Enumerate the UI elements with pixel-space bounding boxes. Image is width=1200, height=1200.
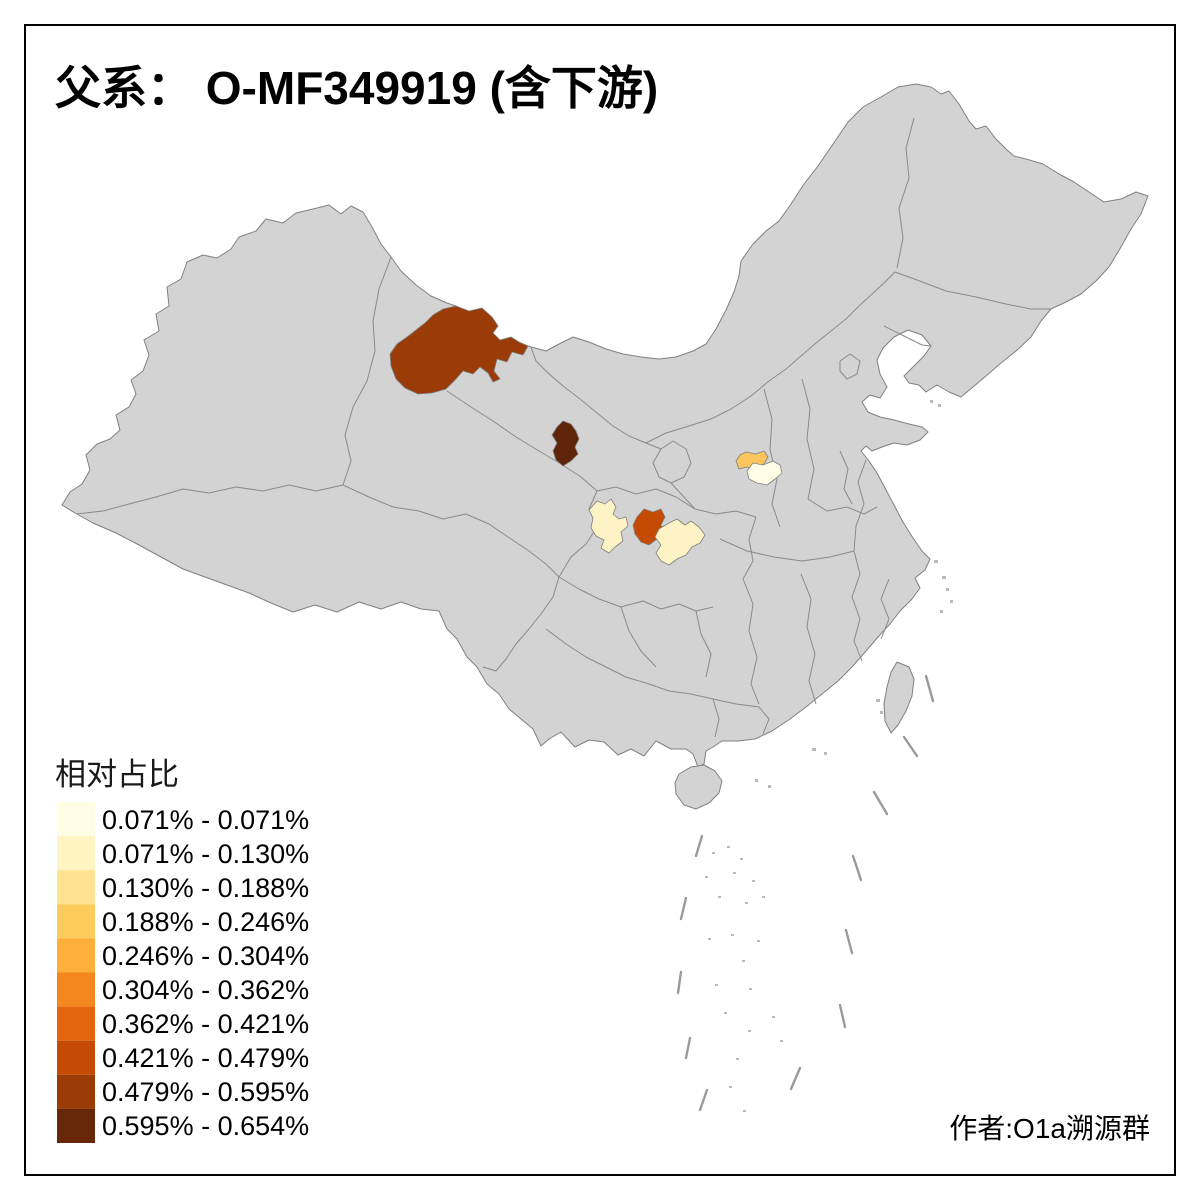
legend-row: 0.595% - 0.654% xyxy=(57,1108,309,1143)
legend: 相对占比 0.071% - 0.071% 0.071% - 0.130% 0.1… xyxy=(55,757,309,1143)
legend-label: 0.362% - 0.421% xyxy=(102,1009,309,1039)
legend-label: 0.479% - 0.595% xyxy=(102,1077,309,1107)
legend-label: 0.188% - 0.246% xyxy=(102,907,309,937)
choropleth-region-basin-pale-west xyxy=(588,498,629,554)
legend-title: 相对占比 xyxy=(55,757,179,792)
legend-row: 0.071% - 0.130% xyxy=(57,836,309,871)
map-title: 父系： O-MF349919 (含下游) xyxy=(55,62,658,114)
legend-swatch xyxy=(57,802,95,837)
legend-row: 0.479% - 0.595% xyxy=(57,1074,309,1109)
legend-row: 0.304% - 0.362% xyxy=(57,972,309,1007)
legend-row: 0.188% - 0.246% xyxy=(57,904,309,939)
taiwan-island xyxy=(883,661,915,734)
legend-swatch xyxy=(57,972,95,1007)
coastal-islets xyxy=(755,400,953,788)
choropleth-region-north-cream xyxy=(746,460,783,486)
legend-label: 0.130% - 0.188% xyxy=(102,873,309,903)
legend-label: 0.421% - 0.479% xyxy=(102,1043,309,1073)
legend-label: 0.595% - 0.654% xyxy=(102,1111,309,1141)
legend-row: 0.362% - 0.421% xyxy=(57,1006,309,1041)
legend-label: 0.071% - 0.130% xyxy=(102,839,309,869)
choropleth-region-northwest-large xyxy=(389,305,529,395)
china-mainland xyxy=(61,83,1149,768)
legend-row: 0.071% - 0.071% xyxy=(57,802,309,837)
legend-row: 0.421% - 0.479% xyxy=(57,1040,309,1075)
legend-row: 0.246% - 0.304% xyxy=(57,938,309,973)
legend-swatch xyxy=(57,938,95,973)
legend-swatch xyxy=(57,1040,95,1075)
legend-swatch xyxy=(57,1006,95,1041)
plot-frame-border xyxy=(24,24,1176,1176)
attribution-text: 作者:O1a溯源群 xyxy=(949,1113,1150,1144)
legend-label: 0.071% - 0.071% xyxy=(102,805,309,835)
legend-swatch xyxy=(57,870,95,905)
legend-label: 0.246% - 0.304% xyxy=(102,941,309,971)
legend-swatch xyxy=(57,836,95,871)
china-map xyxy=(61,83,1149,1112)
highlighted-regions xyxy=(389,305,783,566)
sea-dash-line xyxy=(676,674,935,1112)
legend-swatch xyxy=(57,904,95,939)
province-borders xyxy=(75,117,1051,738)
south-sea-islets xyxy=(705,846,783,1112)
legend-row: 0.130% - 0.188% xyxy=(57,870,309,905)
choropleth-region-central-darkest xyxy=(551,420,580,467)
legend-label: 0.304% - 0.362% xyxy=(102,975,309,1005)
legend-swatch xyxy=(57,1074,95,1109)
legend-swatch xyxy=(57,1108,95,1143)
hainan-island xyxy=(674,764,723,810)
choropleth-region-basin-pale-east xyxy=(654,518,706,566)
